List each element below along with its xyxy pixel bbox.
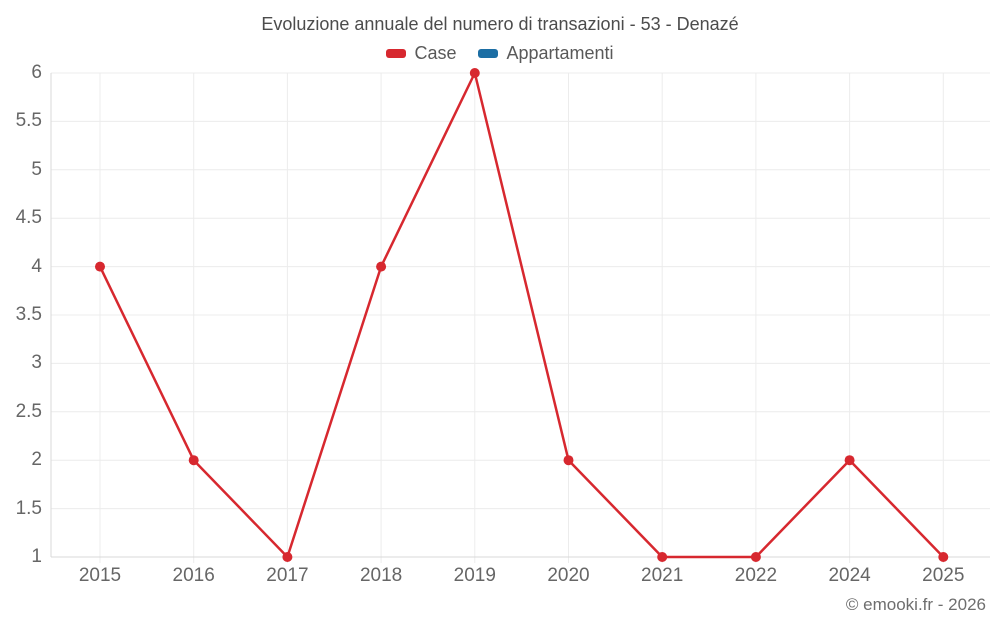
legend-label: Appartamenti	[506, 43, 614, 63]
y-tick-label: 2.5	[15, 400, 42, 422]
x-tick-label: 2021	[641, 565, 684, 586]
y-tick-label: 3.5	[15, 304, 42, 325]
copyright-watermark: © emooki.fr - 2026	[845, 595, 986, 614]
data-point[interactable]	[657, 552, 668, 562]
y-tick-label: 2	[31, 449, 42, 471]
legend-swatch-icon	[386, 49, 407, 58]
y-tick-label: 4.5	[15, 207, 42, 229]
data-point[interactable]	[844, 455, 855, 466]
series-line-case	[98, 71, 945, 559]
x-tick-label: 2018	[359, 565, 403, 586]
chart-legend: Case Appartamenti	[0, 43, 1000, 64]
data-point[interactable]	[282, 552, 293, 562]
x-tick-label: 2017	[266, 565, 309, 586]
y-tick-label: 1.5	[15, 497, 42, 519]
data-point[interactable]	[938, 552, 949, 562]
x-tick-label: 2016	[172, 565, 215, 586]
y-tick-label: 5	[31, 158, 42, 180]
x-tick-label: 2024	[828, 565, 871, 586]
legend-swatch-icon	[478, 49, 499, 58]
legend-item-case[interactable]: Case	[386, 43, 456, 64]
y-tick-label: 1	[31, 546, 42, 567]
y-tick-label: 3	[31, 352, 42, 374]
y-tick-label: 4	[31, 255, 42, 277]
data-point[interactable]	[188, 455, 199, 466]
x-tick-label: 2020	[547, 565, 590, 586]
data-point[interactable]	[376, 261, 387, 272]
data-point[interactable]	[750, 552, 761, 562]
x-tick-label: 2019	[453, 565, 496, 586]
data-point[interactable]	[469, 68, 480, 78]
chart-title: Evoluzione annuale del numero di transaz…	[261, 14, 739, 34]
legend-label: Case	[414, 43, 457, 63]
y-tick-label: 6	[31, 62, 42, 83]
x-tick-label: 2025	[922, 565, 965, 586]
x-tick-label: 2015	[78, 565, 122, 586]
legend-item-appartamenti[interactable]: Appartamenti	[478, 43, 614, 64]
y-tick-label: 5.5	[15, 110, 42, 132]
data-point[interactable]	[563, 455, 574, 466]
data-point[interactable]	[95, 261, 105, 272]
x-tick-label: 2022	[734, 565, 778, 586]
